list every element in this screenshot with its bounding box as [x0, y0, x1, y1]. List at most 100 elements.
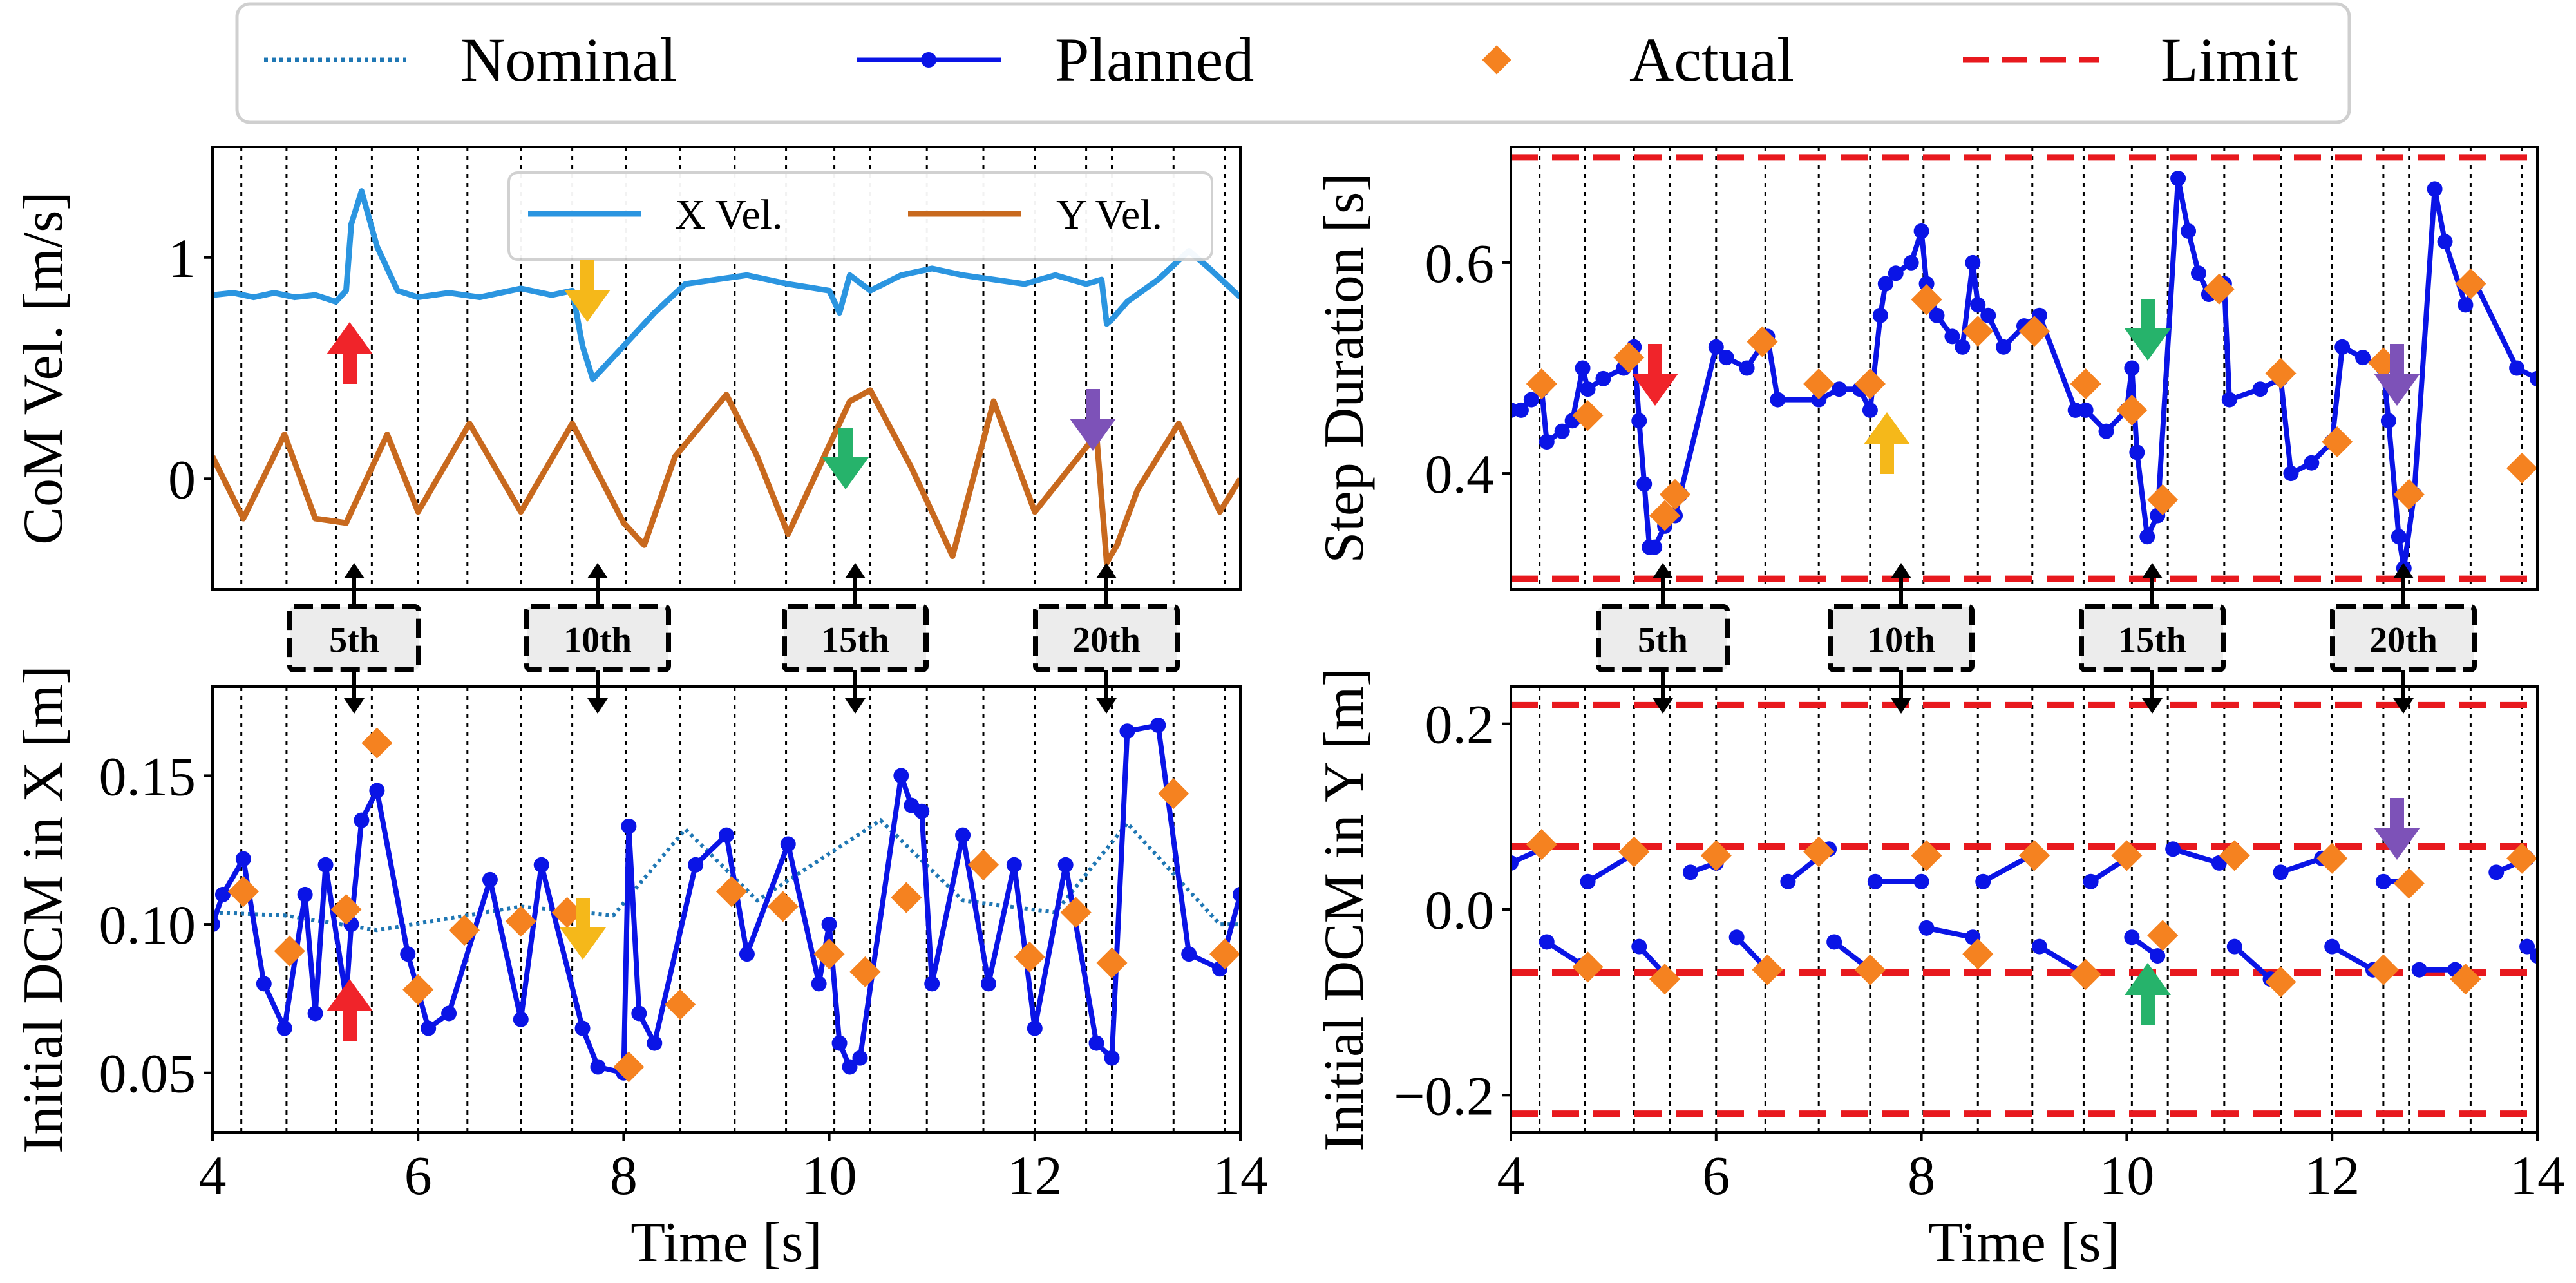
planned-point-0-35 [1944, 328, 1960, 345]
arrow-yellow-dcmx [560, 898, 606, 960]
planned-point-0-4 [1539, 434, 1555, 450]
planned-point-0-12 [400, 946, 416, 962]
planned-point-21-1 [2530, 948, 2537, 964]
actual-marker-14 [891, 882, 922, 913]
planned-point-0-2 [1523, 392, 1539, 408]
arrow-yellow-com [564, 260, 611, 322]
ytick-label-2: −0.2 [1394, 1065, 1494, 1126]
planned-point-9-0 [1918, 920, 1935, 936]
xtick-label-4: 12 [1007, 1145, 1063, 1206]
actual-marker-16 [2322, 426, 2353, 458]
planned-point-0-6 [307, 1005, 323, 1022]
xtick-label-0: 4 [199, 1145, 227, 1206]
planned-point-0-65 [2380, 413, 2396, 429]
step-label-5th-left: 5th [329, 620, 379, 660]
actual-marker-14 [2203, 273, 2235, 305]
planned-point-0-48 [1233, 886, 1240, 902]
planned-point-0-51 [2170, 171, 2186, 187]
planned-point-0-0 [1511, 855, 1519, 871]
planned-point-0-2 [235, 851, 251, 867]
step-labels-right: 5th 10th 15th 20th [1596, 604, 2477, 672]
connector-down-head-5 [1891, 698, 1911, 714]
planned-point-0-24 [688, 857, 704, 873]
planned-point-0-27 [780, 836, 796, 852]
planned-line-14 [2172, 846, 2221, 866]
connector-up-head-5 [1891, 563, 1911, 578]
planned-point-0-5 [297, 886, 313, 902]
connector-down-head-4 [1653, 698, 1673, 714]
ytick-label-0: 0.05 [99, 1043, 196, 1105]
step-label-15th-left: 15th [821, 620, 889, 660]
planned-point-0-15 [482, 871, 498, 888]
planned-point-0-20 [1718, 350, 1734, 366]
arrow-purple-step [2374, 344, 2420, 406]
planned-point-6-0 [1780, 873, 1796, 889]
planned-point-0-19 [1708, 339, 1724, 355]
axes-frame-dcm_x [211, 685, 1242, 1134]
planned-point-0-3 [256, 976, 272, 992]
planned-point-11-0 [2031, 938, 2047, 955]
actual-marker-4 [1700, 840, 1732, 871]
planned-point-0-60 [2304, 455, 2320, 471]
planned-point-4-0 [1682, 864, 1698, 880]
planned-point-0-15 [1647, 539, 1663, 555]
arrow-purple-dcmy [2374, 798, 2420, 860]
xtick-label-2: 8 [610, 1145, 638, 1206]
planned-point-5-0 [1728, 929, 1745, 946]
planned-point-0-30 [831, 1035, 848, 1051]
arrow-green-dcmy [2125, 963, 2171, 1025]
arrow-red-step [1632, 344, 1678, 406]
actual-marker-4 [1659, 479, 1691, 510]
xtick-label-4: 12 [2304, 1145, 2360, 1206]
step-label-10th-left: 10th [564, 620, 632, 660]
planned-point-0-37 [1965, 254, 1981, 271]
ytick-label-0: 0.2 [1425, 694, 1495, 756]
planned-point-0-33 [893, 768, 909, 784]
planned-point-0-8 [1580, 381, 1596, 397]
connector-down-head-6 [2142, 698, 2163, 714]
actual-marker-5 [1752, 954, 1783, 985]
planned-point-3-0 [1631, 938, 1647, 955]
actual-marker-16 [1014, 941, 1045, 973]
actual-marker-2 [1613, 342, 1645, 374]
planned-point-0-30 [1888, 265, 1904, 281]
ytick-label-2: 0.15 [99, 745, 196, 807]
planned-point-0-18 [574, 1020, 591, 1036]
planned-point-17-0 [2324, 938, 2340, 955]
arrow-red-com [327, 322, 373, 384]
planned-point-0-13 [1636, 476, 1653, 492]
actual-marker-20 [2506, 452, 2537, 484]
actual-marker-13 [2147, 920, 2179, 951]
xtick-label-0: 4 [1497, 1145, 1525, 1206]
legend-planned-label: Planned [1055, 25, 1254, 94]
xtick-label-5: 14 [2510, 1145, 2565, 1206]
actual-marker-0 [1526, 368, 1557, 400]
actual-marker-10 [2018, 840, 2050, 871]
inner-legend: X Vel. Y Vel. [507, 171, 1213, 261]
planned-point-0-33 [1918, 276, 1935, 292]
ylabel-step_duration: Step Duration [s] [1313, 173, 1376, 563]
actual-marker-3 [361, 727, 393, 759]
planned-point-0-21 [621, 818, 637, 834]
planned-point-0-42 [1088, 1035, 1104, 1051]
ylabel-com_vel: CoM Vel. [m/s] [12, 191, 75, 544]
planned-point-0-36 [1955, 339, 1971, 355]
connector-down-head-7 [2393, 698, 2414, 714]
actual-marker-9 [665, 989, 696, 1020]
step-label-5th-right: 5th [1638, 620, 1688, 660]
actual-marker-13 [2147, 484, 2179, 516]
xtick-label-5: 14 [1213, 1145, 1268, 1206]
step-label-10th-right: 10th [1867, 620, 1935, 660]
planned-point-0-1 [214, 886, 231, 902]
ytick-label-0: 0.4 [1425, 443, 1495, 505]
planned-point-0-62 [2334, 339, 2351, 355]
actual-marker-0 [1526, 829, 1557, 860]
step-labels-left: 5th 10th 15th 20th [287, 604, 1180, 672]
planned-point-0-9 [1595, 370, 1611, 386]
planned-point-0-39 [1006, 857, 1022, 873]
planned-point-0-10 [354, 812, 370, 828]
planned-point-1-0 [1539, 934, 1555, 950]
planned-point-0-29 [1877, 276, 1893, 292]
xtick-label-3: 10 [802, 1145, 857, 1206]
inner-legend-frame [507, 171, 1213, 261]
